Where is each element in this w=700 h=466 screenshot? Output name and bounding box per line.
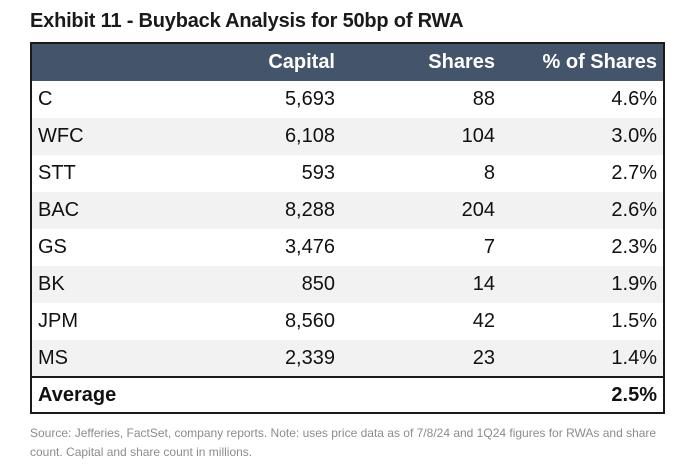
average-shares — [341, 376, 501, 413]
header-capital: Capital — [149, 43, 341, 81]
cell-shares: 204 — [341, 192, 501, 229]
cell-pct-shares: 2.3% — [611, 236, 657, 258]
cell-capital: 8,560 — [284, 310, 335, 332]
average-capital — [149, 376, 341, 413]
cell-ticker: BK — [31, 266, 149, 303]
table-row: JPM 8,560 42 1.5% — [31, 303, 664, 340]
source-note: Source: Jefferies, FactSet, company repo… — [30, 426, 657, 459]
cell-pct-shares: 2.7% — [611, 162, 657, 184]
table-row: WFC 6,108 104 3.0% — [31, 118, 664, 155]
cell-pct-shares: 4.6% — [611, 88, 657, 110]
buyback-table: Capital Shares % of Shares C 5,693 88 4.… — [30, 42, 665, 414]
average-pct-shares: 2.5% — [501, 376, 664, 413]
cell-ticker: JPM — [38, 310, 78, 332]
cell-shares: 23 — [341, 340, 501, 377]
cell-capital: 5,693 — [284, 88, 335, 110]
table-row: MS 2,339 23 1.4% — [31, 340, 664, 377]
cell-pct-shares: 3.0% — [501, 118, 664, 155]
exhibit-title: Exhibit 11 - Buyback Analysis for 50bp o… — [30, 10, 464, 32]
average-label: Average — [31, 376, 149, 413]
cell-pct-shares: 1.4% — [501, 340, 664, 377]
table-row: STT 593 8 2.7% — [31, 155, 664, 192]
table-row: BK 850 14 1.9% — [31, 266, 664, 303]
cell-ticker: C — [38, 88, 53, 110]
table-row: BAC 8,288 204 2.6% — [31, 192, 664, 229]
cell-capital: 2,339 — [149, 340, 341, 377]
cell-shares: 14 — [341, 266, 501, 303]
cell-ticker: WFC — [31, 118, 149, 155]
cell-capital: 593 — [301, 162, 335, 184]
cell-capital: 8,288 — [149, 192, 341, 229]
cell-shares: 104 — [341, 118, 501, 155]
cell-capital: 6,108 — [149, 118, 341, 155]
header-ticker — [31, 43, 149, 81]
cell-capital: 850 — [149, 266, 341, 303]
cell-pct-shares: 2.6% — [501, 192, 664, 229]
table-row: GS 3,476 7 2.3% — [31, 229, 664, 266]
cell-pct-shares: 1.5% — [611, 310, 657, 332]
cell-shares: 8 — [483, 162, 495, 184]
cell-shares: 42 — [472, 310, 495, 332]
cell-shares: 7 — [483, 236, 495, 258]
cell-ticker: GS — [38, 236, 67, 258]
cell-ticker: MS — [31, 340, 149, 377]
cell-shares: 88 — [472, 88, 495, 110]
header-shares: Shares — [341, 43, 501, 81]
cell-capital: 3,476 — [284, 236, 335, 258]
average-row: Average 2.5% — [31, 376, 664, 413]
header-pct-shares: % of Shares — [501, 43, 664, 81]
cell-pct-shares: 1.9% — [501, 266, 664, 303]
cell-ticker: BAC — [31, 192, 149, 229]
table-header-row: Capital Shares % of Shares — [31, 43, 664, 81]
table-row: C 5,693 88 4.6% — [31, 81, 664, 118]
cell-ticker: STT — [38, 162, 76, 184]
